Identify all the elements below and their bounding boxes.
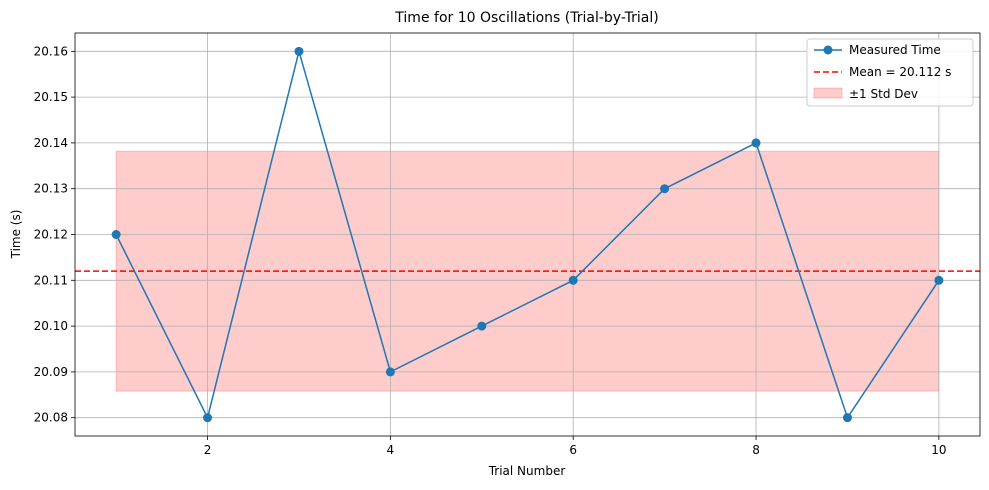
legend-measured-label: Measured Time: [849, 43, 941, 57]
x-axis-label: Trial Number: [488, 464, 566, 478]
ticks-layer: 2 4 6 8 10 20.08 20.09 20.10 20.11 20.12 20.13 20.1…: [34, 44, 947, 457]
grid-layer: [75, 33, 980, 436]
y-tick-label: 20.15: [34, 90, 68, 104]
x-tick-label: 10: [931, 443, 946, 457]
data-point: [568, 275, 578, 285]
chart-title: Time for 10 Oscillations (Trial-by-Trial…: [394, 10, 658, 26]
y-axis-label: Time (s): [9, 210, 23, 260]
data-point: [111, 230, 121, 239]
legend-measured-marker-swatch: [823, 45, 833, 55]
data-point: [203, 413, 213, 423]
x-tick-label: 2: [204, 443, 212, 457]
y-tick-label: 20.16: [34, 44, 68, 58]
y-tick-label: 20.12: [34, 228, 68, 242]
x-tick-label: 6: [569, 443, 577, 457]
legend-std-band-swatch: [813, 87, 843, 99]
legend-mean-label: Mean = 20.112 s: [849, 65, 951, 79]
y-tick-label: 20.09: [34, 365, 68, 379]
y-tick-label: 20.14: [34, 136, 68, 150]
data-point: [751, 138, 761, 148]
legend: Measured Time Mean = 20.112 s ±1 Std Dev: [806, 38, 974, 107]
y-tick-label: 20.13: [34, 182, 68, 196]
measured-time-line: [115, 50, 940, 419]
legend-std-band-label: ±1 Std Dev: [849, 87, 918, 101]
y-tick-label: 20.11: [34, 273, 68, 287]
data-point: [385, 367, 395, 377]
data-point: [294, 46, 304, 56]
legend-frame: [806, 38, 974, 107]
y-tick-label: 20.10: [34, 319, 68, 333]
y-tick-label: 20.08: [34, 411, 68, 425]
data-point: [934, 275, 944, 285]
data-point: [660, 184, 670, 194]
data-point: [842, 413, 852, 423]
data-point: [477, 321, 487, 331]
series-layer: [111, 46, 944, 423]
x-tick-label: 4: [387, 443, 395, 457]
x-tick-label: 8: [752, 443, 760, 457]
